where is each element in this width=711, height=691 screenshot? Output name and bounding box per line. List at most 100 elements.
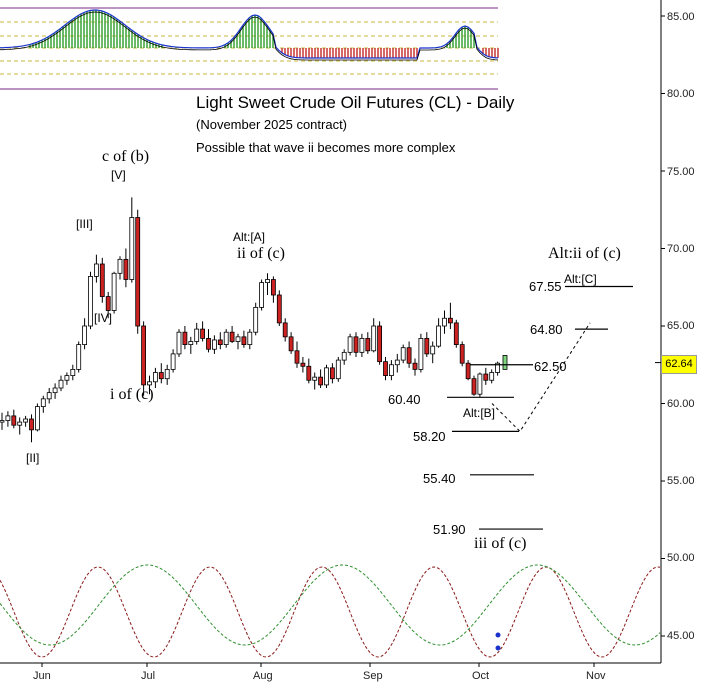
candle (377, 325, 383, 363)
wave-label-alt-a: Alt:[A] (233, 230, 266, 244)
candle (5, 415, 11, 421)
candle (152, 372, 158, 383)
candle (324, 367, 329, 386)
candle (0, 420, 5, 423)
candle (217, 339, 223, 346)
candle (70, 368, 76, 376)
wave-label-alt-ii-of-c: Alt:ii of (c) (548, 245, 621, 262)
level-label-55-40: 55.40 (423, 471, 456, 486)
candle (459, 344, 465, 364)
candle (247, 331, 253, 346)
candle (412, 362, 418, 370)
wave-label-alt-b: Alt:[B] (463, 406, 496, 420)
y-tick: 60.00 (667, 398, 695, 410)
cycle-panel (0, 564, 661, 658)
candle (141, 325, 147, 386)
wave-label-iv: [IV] (94, 311, 113, 325)
y-tick: 65.00 (667, 320, 695, 332)
candle (436, 325, 442, 347)
wave-label-iii: [III] (76, 217, 93, 231)
candle (489, 372, 495, 381)
candle (347, 336, 353, 353)
chart-title: Light Sweet Crude Oil Futures (CL) - Dai… (196, 93, 515, 112)
candle (371, 325, 377, 352)
candle (64, 375, 70, 381)
candle (170, 353, 176, 370)
candle (158, 372, 164, 380)
candle (359, 337, 365, 353)
chart-subtitle: (November 2025 contract) (196, 117, 348, 132)
candle (211, 339, 217, 350)
candle (495, 362, 501, 373)
candle (341, 351, 347, 361)
x-tick: Nov (586, 670, 606, 682)
candle (229, 331, 235, 342)
y-tick: 55.00 (667, 475, 695, 487)
axes (0, 0, 665, 667)
osc-line (0, 9, 499, 59)
target-levels (447, 285, 661, 651)
candle (453, 322, 459, 345)
cycle-fast (0, 566, 661, 658)
candle (46, 392, 52, 400)
candle (329, 367, 335, 380)
candle (288, 336, 294, 352)
current-price-badge: 62.64 (661, 355, 697, 374)
candle (111, 272, 117, 311)
candle (29, 418, 34, 431)
cycle-dot (495, 632, 501, 638)
candle (235, 336, 241, 342)
level-label-51-90: 51.90 (433, 522, 466, 537)
x-tick: Jul (141, 670, 156, 682)
wave-label-i-of-c: i of (c) (110, 386, 154, 403)
level-label-60-40: 60.40 (388, 392, 421, 407)
osc-signal (0, 11, 499, 61)
candle (117, 258, 123, 274)
y-tick: 50.00 (667, 552, 695, 564)
candle (123, 258, 129, 280)
candle (147, 381, 152, 386)
candle (23, 418, 29, 423)
candle (135, 217, 141, 327)
candle (94, 263, 99, 277)
wave-label-ii-of-c: ii of (c) (237, 245, 285, 262)
cycle-dot (495, 645, 501, 651)
candle (105, 296, 111, 311)
candle (483, 373, 489, 381)
candle (259, 282, 265, 308)
chart-note: Possible that wave ii becomes more compl… (196, 140, 456, 155)
candle (188, 341, 194, 345)
oscillator-panel (0, 7, 499, 90)
candle (388, 364, 394, 377)
candle (353, 336, 359, 353)
wave-label-c-of-b: c of (b) (102, 148, 150, 165)
candle (270, 279, 276, 296)
x-tick: Jun (33, 670, 51, 682)
candle (471, 378, 477, 395)
candle (164, 368, 170, 380)
y-tick: 85.00 (667, 11, 695, 23)
level-label-58-20: 58.20 (413, 429, 446, 444)
candle (312, 376, 318, 381)
y-tick: 75.00 (667, 166, 695, 178)
projection-path (491, 322, 591, 433)
x-tick: Aug (253, 670, 273, 682)
candle (430, 345, 436, 355)
candle (394, 359, 400, 366)
candle (40, 398, 46, 408)
candle (282, 322, 288, 338)
cycle-slow (0, 564, 661, 646)
candle (406, 347, 412, 364)
candle (442, 317, 447, 327)
y-tick: 70.00 (667, 243, 695, 255)
candle (383, 361, 388, 376)
level-label-62-50: 62.50 (534, 359, 567, 374)
candle (318, 376, 324, 386)
candle (365, 337, 371, 352)
candle (182, 331, 188, 346)
candle (294, 350, 300, 364)
candle (418, 337, 424, 370)
candle (99, 263, 105, 297)
level-label-67-55: 67.55 (529, 279, 562, 294)
